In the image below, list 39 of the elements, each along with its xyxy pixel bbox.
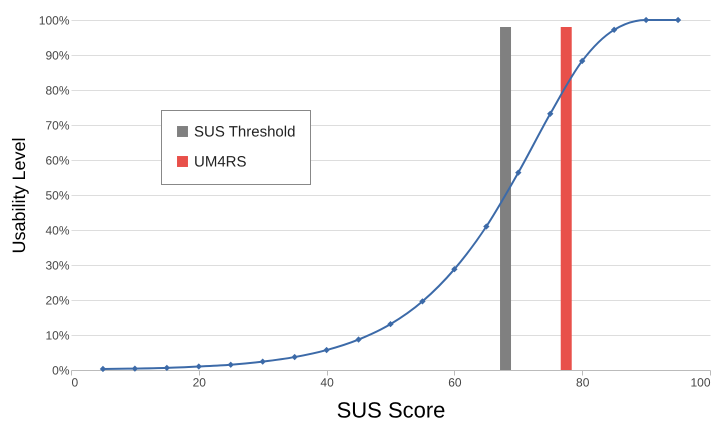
point (642, 16, 650, 24)
x-tick-label: 80 (576, 376, 590, 390)
y-tick-label: 30% (45, 258, 70, 272)
point (547, 110, 554, 117)
y-tick-label: 40% (45, 224, 70, 238)
y-tick-label: 80% (45, 84, 70, 98)
x-tick-label: 20 (192, 376, 206, 390)
point (196, 363, 202, 370)
y-tick-label: 50% (45, 188, 70, 202)
legend-label: UM4RS (194, 154, 247, 170)
legend-label: SUS Threshold (194, 124, 296, 140)
point (451, 266, 458, 272)
y-tick-label: 90% (45, 48, 70, 62)
y-tick-label: 100% (38, 14, 70, 28)
x-axis-title: SUS Score (336, 398, 446, 422)
point (579, 58, 586, 64)
y-tick-label: 60% (45, 154, 70, 168)
x-tick-label: 60 (448, 376, 462, 390)
point (419, 298, 426, 305)
point (100, 366, 106, 372)
point (387, 320, 394, 328)
y-axis-title: Usability Level (8, 137, 29, 254)
point (164, 364, 170, 372)
point (228, 362, 234, 368)
y-tick-label: 0% (52, 364, 70, 378)
point (132, 365, 138, 372)
point (355, 336, 362, 343)
y-tick-label: 20% (45, 294, 70, 308)
y-tick-label: 10% (45, 328, 70, 342)
x-tick-label: 100 (690, 376, 711, 390)
x-tick-label: 40 (320, 376, 334, 390)
y-tick-label: 70% (45, 118, 70, 132)
x-tick-label: 0 (72, 376, 78, 390)
point (610, 26, 618, 33)
point (515, 169, 522, 176)
point (323, 346, 330, 354)
point (483, 223, 490, 230)
point (291, 354, 298, 360)
point (260, 358, 266, 365)
